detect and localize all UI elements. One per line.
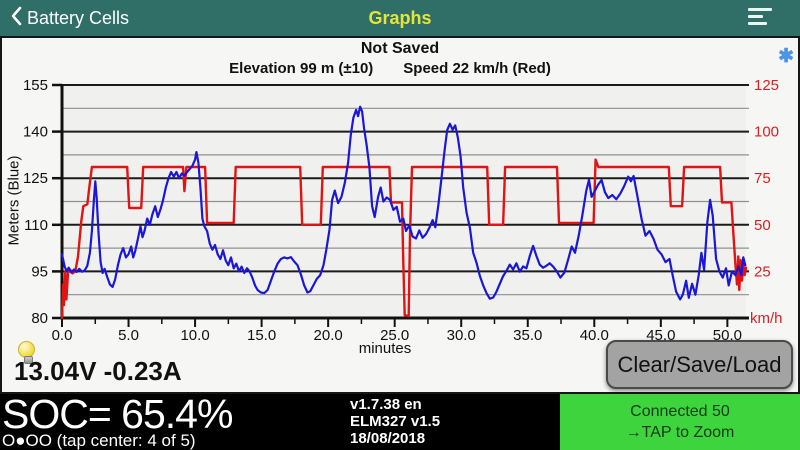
y-axis-left-label: Meters (Blue) [5,155,23,246]
x-axis-label: minutes [358,340,412,357]
adapter-version: ELM327 v1.5 [350,413,441,430]
subtitle-speed: Speed 22 km/h (Red) [403,60,551,77]
voltage-current-readout: 13.04V -0.23A [14,356,182,386]
hamburger-menu-icon[interactable] [748,8,774,29]
top-nav-bar: Battery Cells Graphs [0,0,800,36]
app-info: v1.7.38 en ELM327 v1.5 18/08/2018 [350,396,440,447]
lightbulb-icon[interactable] [18,341,38,371]
graph-plot-area[interactable] [62,85,746,318]
app-version: v1.7.38 en [350,396,422,413]
page-indicator[interactable]: O●OO (tap center: 4 of 5) [2,431,196,450]
back-button[interactable]: Battery Cells [10,0,129,36]
chart-subtitle: Elevation 99 m (±10) Speed 22 km/h (Red) [0,60,780,77]
subtitle-elevation: Elevation 99 m (±10) [229,60,374,77]
back-chevron-icon [10,6,22,31]
connection-panel[interactable]: Connected 50 →TAP to Zoom [560,394,800,450]
chart-status: Not Saved [360,40,440,57]
connection-status: Connected 50 [630,403,730,420]
bottom-status-bar: SOC= 65.4% O●OO (tap center: 4 of 5) v1.… [0,394,800,450]
clear-save-load-button[interactable]: Clear/Save/Load [606,340,793,389]
soc-readout[interactable]: SOC= 65.4% [2,391,233,437]
session-date: 18/08/2018 [350,430,426,447]
back-button-label: Battery Cells [27,7,130,28]
connection-hint: →TAP to Zoom [625,424,735,441]
y-axis-right-unit: km/h [750,310,783,327]
zoom-star-icon: ✱ [778,46,794,67]
page-title: Graphs [368,8,432,28]
